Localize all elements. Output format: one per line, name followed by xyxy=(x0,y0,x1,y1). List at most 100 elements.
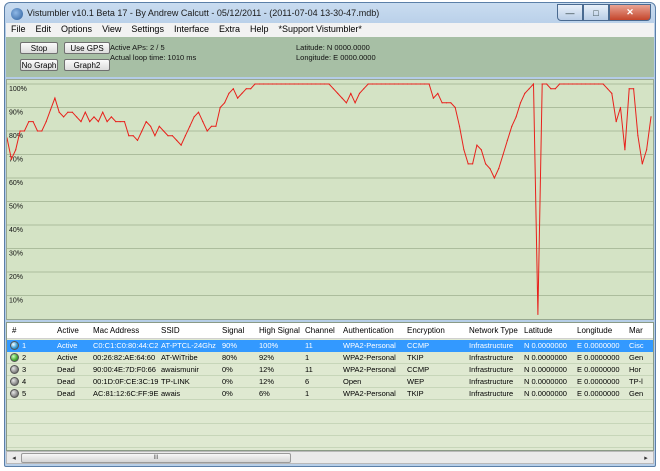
signal-point xyxy=(232,88,234,90)
signal-point xyxy=(328,83,330,85)
menu-bar: File Edit Options View Settings Interface Extr… xyxy=(6,23,654,37)
menu-item-extra[interactable]: Extra xyxy=(218,24,240,34)
signal-point xyxy=(7,137,8,139)
table-row[interactable]: 1 Active C0:C1:C0:80:44:C2 AT-PTCL-24Ghz 90%… xyxy=(7,340,653,352)
grip-icon: III xyxy=(153,455,159,461)
cell-lat: N 0.0000000 xyxy=(524,365,567,374)
row-divider xyxy=(7,363,653,364)
signal-point xyxy=(550,88,552,90)
signal-point xyxy=(206,130,208,132)
signal-point xyxy=(363,88,365,90)
signal-point xyxy=(180,144,182,146)
column-header-mar[interactable]: Mar xyxy=(629,326,643,335)
signal-point xyxy=(228,92,230,94)
column-header-number[interactable]: # xyxy=(12,326,17,335)
signal-point xyxy=(415,83,417,85)
signal-point xyxy=(411,83,413,85)
table-row[interactable]: 2 Active 00:26:82:AE:64:60 AT-WiTribe 80% 92%… xyxy=(7,352,653,364)
signal-point xyxy=(141,130,143,132)
minimize-button[interactable]: — xyxy=(557,4,583,21)
cell-ssid: awais xyxy=(161,389,181,398)
y-tick-label: 20% xyxy=(9,274,23,281)
signal-point xyxy=(467,163,469,165)
cell-num: 4 xyxy=(22,377,27,386)
menu-item-support-vistumbler[interactable]: *Support Vistumbler* xyxy=(278,24,362,34)
scroll-right-arrow-icon[interactable]: ▸ xyxy=(644,455,648,462)
column-header-ssid[interactable]: SSID xyxy=(161,326,180,335)
column-header-mac-address[interactable]: Mac Address xyxy=(93,326,140,335)
signal-point xyxy=(189,125,191,127)
signal-point xyxy=(254,83,256,85)
control-panel: Stop Use GPS No Graph Graph2 Active APs:… xyxy=(6,37,654,77)
cell-num: 3 xyxy=(22,365,27,374)
signal-point xyxy=(537,313,539,315)
signal-point xyxy=(54,97,56,99)
signal-point xyxy=(102,111,104,113)
menu-item-options[interactable]: Options xyxy=(61,24,93,34)
signal-point xyxy=(210,125,213,127)
signal-point xyxy=(476,144,478,146)
signal-point xyxy=(563,83,565,85)
table-row[interactable]: 5 Dead AC:81:12:6C:FF:9E awais 0% 6% 1 WPA2-Per… xyxy=(7,388,653,400)
signal-point xyxy=(554,88,556,90)
close-button[interactable]: ✕ xyxy=(609,4,651,21)
column-header-latitude[interactable]: Latitude xyxy=(524,326,553,335)
column-header-high-signal[interactable]: High Signal xyxy=(259,326,300,335)
maximize-button[interactable]: □ xyxy=(583,4,609,21)
signal-chart-svg: 100% 90% 80% 70% 60% 50% 40% 30% 20% 10% xyxy=(7,82,653,315)
row-divider xyxy=(7,387,653,388)
column-header-signal[interactable]: Signal xyxy=(222,326,245,335)
y-tick-label: 30% xyxy=(9,251,23,258)
signal-point xyxy=(123,121,126,123)
column-header-longitude[interactable]: Longitude xyxy=(577,326,613,335)
signal-point xyxy=(493,177,495,179)
stop-button[interactable]: Stop xyxy=(20,42,58,54)
menu-item-settings[interactable]: Settings xyxy=(131,24,164,34)
column-header-authentication[interactable]: Authentication xyxy=(343,326,394,335)
vistumbler-app-icon xyxy=(11,8,23,20)
signal-point xyxy=(84,111,86,113)
menu-item-help[interactable]: Help xyxy=(250,24,269,34)
signal-point xyxy=(271,83,273,85)
cell-ssid: TP-LINK xyxy=(161,377,190,386)
ap-list-table[interactable]: # Active Mac Address SSID Signal High Signal C… xyxy=(6,322,654,451)
signal-point xyxy=(589,83,591,85)
menu-item-edit[interactable]: Edit xyxy=(35,24,52,34)
row-divider xyxy=(7,411,653,412)
cell-ssid: AT-PTCL-24Ghz xyxy=(161,341,216,350)
graph2-button[interactable]: Graph2 xyxy=(64,59,110,71)
signal-point xyxy=(76,116,78,118)
horizontal-scrollbar[interactable]: ◂ III ▸ xyxy=(6,451,654,464)
signal-point xyxy=(341,97,343,99)
table-header: # Active Mac Address SSID Signal High Signal C… xyxy=(7,323,653,339)
cell-man: Gen xyxy=(629,389,644,398)
signal-point xyxy=(593,83,596,85)
scroll-thumb[interactable]: III xyxy=(21,453,291,463)
cell-channel: 6 xyxy=(305,377,310,386)
signal-point xyxy=(619,106,622,109)
menu-item-view[interactable]: View xyxy=(102,24,122,34)
cell-channel: 11 xyxy=(305,341,313,350)
signal-point xyxy=(472,163,474,165)
title-bar[interactable]: Vistumbler v10.1 Beta 17 - By Andrew Cal… xyxy=(5,3,655,25)
signal-point xyxy=(28,121,30,123)
cell-enc: TKIP xyxy=(407,353,424,362)
signal-point xyxy=(176,139,178,141)
cell-ssid: AT-WiTribe xyxy=(161,353,198,362)
column-header-encryption[interactable]: Encryption xyxy=(407,326,445,335)
menu-item-file[interactable]: File xyxy=(11,24,26,34)
signal-point xyxy=(524,92,526,94)
scroll-left-arrow-icon[interactable]: ◂ xyxy=(12,455,16,462)
signal-point xyxy=(80,121,82,123)
cell-ssid: awaismunir xyxy=(161,365,199,374)
column-header-active[interactable]: Active xyxy=(57,326,79,335)
use-gps-button[interactable]: Use GPS xyxy=(64,42,110,54)
table-row[interactable]: 4 Dead 00:1D:0F:CE:3C:19 TP-LINK 0% 12% 6 Open W… xyxy=(7,376,653,388)
cell-lon: E 0.0000000 xyxy=(577,353,620,362)
cell-auth: WPA2-Personal xyxy=(343,365,396,374)
column-header-network-type[interactable]: Network Type xyxy=(469,326,518,335)
column-header-channel[interactable]: Channel xyxy=(305,326,335,335)
menu-item-interface[interactable]: Interface xyxy=(173,24,209,34)
no-graph-button[interactable]: No Graph xyxy=(20,59,58,71)
table-row[interactable]: 3 Dead 90:00:4E:7D:F0:66 awaismunir 0% 12% 11 W… xyxy=(7,364,653,376)
